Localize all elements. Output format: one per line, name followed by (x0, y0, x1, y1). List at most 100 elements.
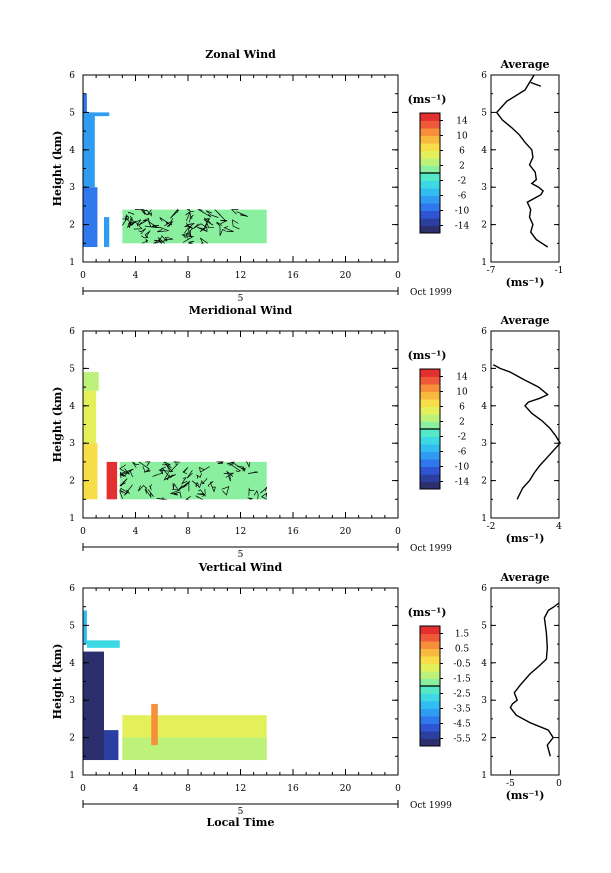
y-tick-label: 1 (69, 514, 75, 524)
x-axis-label: Local Time (207, 816, 275, 829)
colorbar-segment (420, 708, 440, 717)
panel-title: Zonal Wind (205, 48, 276, 61)
colorbar-unit: (ms⁻¹) (408, 349, 447, 362)
data-field (83, 651, 104, 761)
x-tick-label: 4 (133, 271, 139, 281)
x-tick-label: 16 (287, 271, 299, 281)
x-tick-label: 16 (287, 784, 299, 794)
average-profile-line (509, 602, 560, 757)
contour-lines (119, 461, 268, 500)
x-tick-label: 20 (340, 784, 352, 794)
colorbar-tick-label: 14 (456, 373, 468, 383)
y-axis-label: Height (km) (51, 387, 64, 463)
y-tick-label: 3 (69, 696, 75, 706)
colorbar-segment (420, 188, 440, 196)
avg-y-tick-label: 3 (481, 183, 487, 193)
colorbar-tick-label: -10 (455, 463, 470, 473)
colorbar-segment (420, 678, 440, 687)
date-label: Oct 1999 (410, 544, 452, 554)
colorbar-segment (420, 481, 440, 490)
average-profile-line (492, 364, 561, 500)
colorbar-unit: (ms⁻¹) (408, 606, 447, 619)
y-tick-label: 6 (69, 71, 75, 81)
y-tick-label: 1 (69, 258, 75, 268)
y-axis-label: Height (km) (51, 644, 64, 720)
data-field (122, 737, 267, 761)
avg-y-tick-label: 4 (481, 402, 487, 412)
colorbar-segment (420, 135, 440, 144)
colorbar-segment (420, 210, 440, 219)
colorbar-segment (420, 203, 440, 211)
colorbar-tick-label: -2.5 (453, 690, 471, 700)
colorbar-segment (420, 686, 440, 694)
average-frame (490, 587, 560, 776)
y-tick-label: 5 (69, 621, 75, 631)
colorbar-segment (420, 444, 440, 452)
colorbar-segment (420, 173, 440, 181)
y-tick-label: 1 (69, 771, 75, 781)
colorbar-segment (420, 731, 440, 739)
date-label: Oct 1999 (410, 288, 452, 298)
avg-x-tick-label: -1 (555, 266, 564, 276)
colorbar-segment (420, 648, 440, 657)
x-tick-label: 0 (395, 271, 401, 281)
data-field (104, 217, 110, 248)
average-title: Average (499, 314, 549, 327)
data-field (119, 461, 267, 500)
avg-x-tick-label: 0 (556, 779, 562, 789)
avg-y-tick-label: 4 (481, 146, 487, 156)
colorbar-segment (420, 738, 440, 747)
x-tick-label: 12 (235, 271, 246, 281)
colorbar-tick-label: 1.5 (455, 630, 470, 640)
data-field (83, 443, 98, 500)
colorbar-tick-label: -10 (455, 207, 470, 217)
colorbar-segment (420, 391, 440, 400)
colorbar-segment (420, 723, 440, 732)
colorbar-segment (420, 180, 440, 189)
x-tick-label: 8 (185, 271, 191, 281)
date-bar-label: 5 (238, 807, 244, 817)
colorbar-tick-label: -5.5 (453, 735, 471, 745)
data-field (83, 390, 97, 444)
data-field (83, 93, 87, 113)
y-tick-label: 3 (69, 439, 75, 449)
colorbar-segment (420, 671, 440, 679)
colorbar-segment (420, 436, 440, 445)
colorbar-segment (420, 663, 440, 672)
colorbar-tick-label: -14 (455, 222, 470, 232)
avg-y-tick-label: 6 (481, 71, 487, 81)
colorbar-segment (420, 158, 440, 166)
colorbar-segment (420, 384, 440, 392)
y-tick-label: 4 (69, 402, 75, 412)
date-bar-label: 5 (238, 294, 244, 304)
y-tick-label: 4 (69, 146, 75, 156)
colorbar-tick-label: 2 (459, 418, 465, 428)
avg-y-tick-label: 1 (481, 514, 487, 524)
colorbar-tick-label: 14 (456, 117, 468, 127)
data-field (86, 640, 120, 648)
avg-y-tick-label: 5 (481, 621, 487, 631)
colorbar-segment (420, 165, 440, 174)
x-tick-label: 8 (185, 527, 191, 537)
avg-y-tick-label: 6 (481, 327, 487, 337)
y-tick-label: 5 (69, 108, 75, 118)
colorbar-segment (420, 399, 440, 407)
avg-y-tick-label: 6 (481, 584, 487, 594)
avg-y-tick-label: 3 (481, 696, 487, 706)
data-field (104, 730, 119, 761)
x-tick-label: 20 (340, 527, 352, 537)
avg-x-tick-label: -7 (487, 266, 496, 276)
avg-y-tick-label: 1 (481, 258, 487, 268)
x-tick-label: 0 (80, 271, 86, 281)
data-field (86, 112, 110, 117)
y-axis-label: Height (km) (51, 131, 64, 207)
x-tick-label: 4 (133, 784, 139, 794)
data-field (83, 610, 87, 645)
colorbar-segment (420, 459, 440, 467)
colorbar-tick-label: 10 (456, 388, 468, 398)
colorbar-tick-label: 6 (459, 147, 465, 157)
colorbar-segment (420, 369, 440, 377)
data-field (106, 461, 118, 500)
y-tick-label: 6 (69, 584, 75, 594)
y-tick-label: 4 (69, 659, 75, 669)
